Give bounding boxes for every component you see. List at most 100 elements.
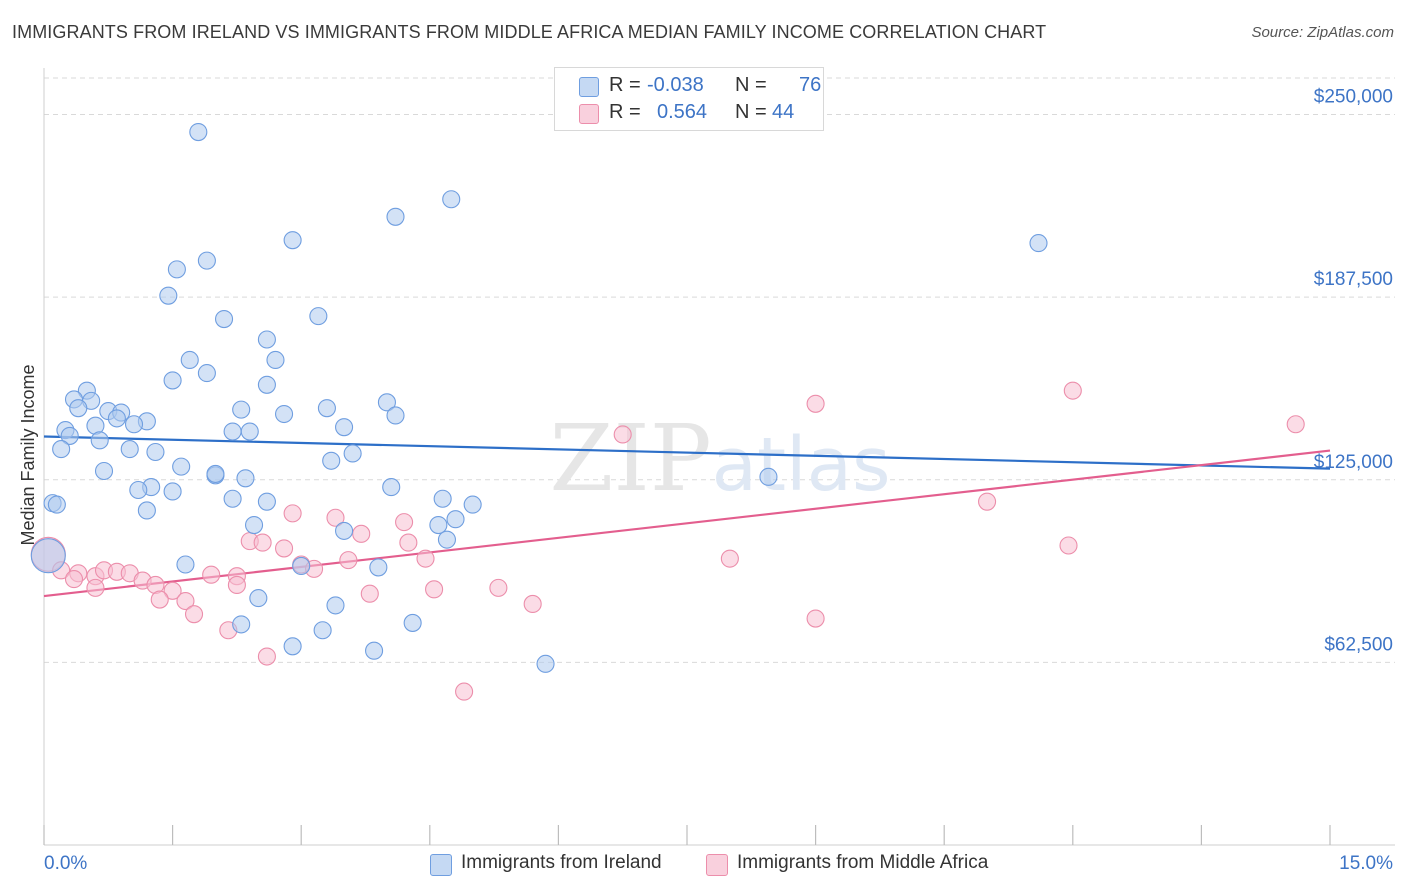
ireland-point [197,364,216,383]
ireland-point [322,451,341,470]
africa-point [176,591,195,611]
ireland-point [446,510,465,529]
ireland-point [176,555,195,574]
legend-swatch-africa [579,104,599,124]
ireland-point [257,330,276,349]
ireland-point [163,482,182,501]
ireland-point [442,190,461,209]
ireland-point [236,469,255,488]
ireland-point [223,422,242,441]
ireland-point [382,478,401,497]
ireland-point [189,123,208,142]
ireland-point [232,400,251,419]
africa-point [202,565,221,584]
africa-point [253,533,272,552]
ireland-point [377,393,396,412]
y-tick-label: $62,500 [1324,634,1393,655]
africa-point [399,533,418,552]
ireland-point [172,457,191,476]
ireland-point [365,641,384,660]
grid-lines [44,77,1395,663]
ireland-trend-line [43,435,1331,470]
ireland-point [403,613,422,632]
africa-point [326,508,345,527]
africa-point [163,581,182,600]
africa-point [978,492,997,511]
ireland-point [146,442,165,462]
ireland-point [94,461,114,481]
ireland-point [120,440,139,459]
africa-point [425,580,444,599]
ireland-point [536,654,555,673]
ireland-point [249,589,268,608]
ireland-point [214,310,234,329]
ireland-point [429,516,448,535]
legend-swatch-ireland [579,77,599,97]
ireland-point [292,556,311,576]
legend-label-africa: Immigrants from Middle Africa [737,852,989,873]
ireland-point [283,637,302,656]
ireland-point [197,251,216,270]
africa-point [352,524,371,543]
ireland-point [206,464,225,483]
africa-point [257,647,276,666]
africa-point [283,504,302,523]
ireland-point [137,501,156,520]
legend-r-label: R = [609,101,641,123]
africa-point [720,549,739,568]
legend-r-value: -0.038 [647,74,704,96]
ireland-point [30,538,66,574]
legend-swatch-africa [706,854,728,876]
ireland-point [369,558,388,577]
ireland-point [1029,234,1048,253]
ireland-point [69,399,88,418]
africa-trend-line [43,449,1331,598]
ireland-point [309,307,328,326]
africa-point [1063,381,1082,400]
africa-point [227,575,246,595]
africa-point [489,578,508,597]
ireland-point [759,467,778,486]
ireland-point [433,489,452,508]
africa-point [360,584,379,603]
africa-point [806,394,825,413]
correlation-legend: R = -0.038 N = 76 R = 0.564 N = 44 [554,67,824,131]
ireland-point [313,621,332,640]
legend-n-value: 44 [772,101,795,123]
ireland-point [257,375,276,394]
legend-swatch-ireland [430,854,452,876]
ireland-point [107,409,126,428]
ireland-point [232,615,251,634]
ireland-point [52,440,71,459]
chart-title: IMMIGRANTS FROM IRELAND VS IMMIGRANTS FR… [12,22,1047,42]
africa-point [150,590,169,609]
y-tick-label: $125,000 [1314,452,1393,473]
africa-point [339,551,358,570]
trend-lines [43,435,1331,598]
ireland-point [163,371,182,390]
ireland-point [335,418,354,437]
ireland-point [437,530,456,549]
ireland-point [283,231,302,250]
source-label: Source: ZipAtlas.com [1251,24,1394,41]
africa-point [613,425,632,444]
ireland-point [335,521,354,540]
ireland-point [266,350,285,370]
ireland-point [240,422,259,441]
africa-point [806,609,825,628]
ireland-point [180,350,199,370]
ireland-point [343,444,362,463]
africa-point [523,594,542,613]
africa-point [395,513,414,532]
ireland-point [244,516,264,535]
ireland-point [60,426,79,445]
tick-labels: $62,500 $125,000 $187,500 $250,000 0.0% 15.0% [44,87,1393,874]
ireland-point [167,260,186,279]
africa-point [1286,415,1305,434]
africa-point [455,682,474,701]
africa-point [416,549,435,568]
ireland-point [386,406,405,425]
africa-point [184,605,204,624]
watermark: ZIPatlas [550,405,891,512]
